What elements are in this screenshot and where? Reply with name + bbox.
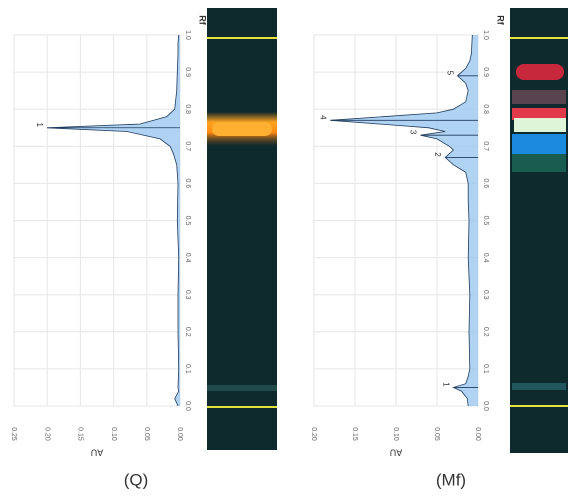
rf-tick-label: 0.8	[482, 104, 489, 114]
rf-axis-label: Rf	[496, 15, 506, 25]
au-tick-label: 0.05	[433, 427, 440, 441]
au-tick-label: 0.00	[474, 427, 481, 441]
peak-label: 4	[318, 115, 327, 120]
rf-tick-label: 0.9	[482, 67, 489, 77]
rf-tick-label: 0.6	[184, 179, 191, 189]
plate-q	[207, 8, 277, 450]
rf-tick-label: 0.5	[184, 216, 191, 226]
au-tick-label: 0.10	[392, 427, 399, 441]
rf-tick-label: 0.7	[482, 141, 489, 151]
line	[330, 34, 473, 407]
peak-label: 1	[441, 382, 450, 387]
panel-label: (Q)	[124, 470, 149, 489]
rf-tick-label: 1.0	[482, 30, 489, 40]
au-tick-label: 0.15	[77, 427, 84, 441]
rf-tick-label: 0.4	[184, 253, 191, 263]
rf-tick-label: 0.8	[184, 104, 191, 114]
rf-tick-label: 0.2	[184, 327, 191, 337]
area	[330, 35, 478, 406]
rf-axis-label: Rf	[198, 15, 208, 25]
rf-tick-label: 0.5	[482, 216, 489, 226]
rf-tick-label: 0.6	[482, 179, 489, 189]
au-tick-label: 0.20	[310, 427, 317, 441]
peak-label: 1	[35, 123, 44, 128]
rf-tick-label: 0.0	[482, 401, 489, 411]
rf-tick-label: 0.0	[184, 401, 191, 411]
au-tick-label: 0.10	[110, 427, 117, 441]
peak-label: 2	[433, 152, 442, 157]
plate-mf	[510, 8, 568, 453]
line	[47, 34, 180, 407]
rf-tick-label: 0.9	[184, 67, 191, 77]
au-axis-label: AU	[390, 448, 403, 458]
au-tick-label: 0.15	[351, 427, 358, 441]
rf-tick-label: 1.0	[184, 30, 191, 40]
au-tick-label: 0.05	[143, 427, 150, 441]
peak-label: 5	[445, 71, 454, 76]
rf-tick-label: 0.2	[482, 327, 489, 337]
au-axis-label: AU	[91, 448, 104, 458]
rf-tick-label: 0.1	[184, 364, 191, 374]
rf-tick-label: 0.3	[184, 290, 191, 300]
rf-tick-label: 0.7	[184, 141, 191, 151]
rf-tick-label: 0.1	[482, 364, 489, 374]
au-tick-label: 0.20	[43, 427, 50, 441]
au-tick-label: 0.00	[176, 427, 183, 441]
peak-label: 3	[408, 130, 417, 135]
rf-tick-label: 0.4	[482, 253, 489, 263]
rf-tick-label: 0.3	[482, 290, 489, 300]
au-tick-label: 0.25	[10, 427, 17, 441]
panel-label: (Mf)	[436, 470, 466, 489]
